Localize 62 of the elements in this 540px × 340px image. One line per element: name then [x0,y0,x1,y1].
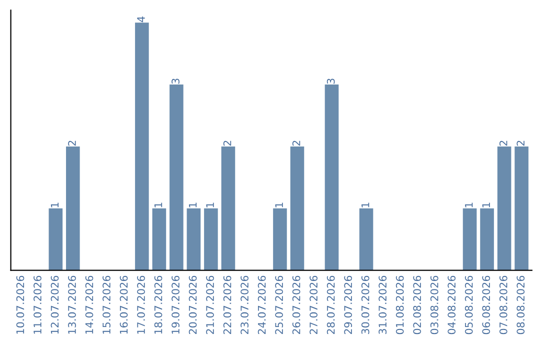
x-tick-label: 21.07.2026 [206,276,214,334]
x-tick-label: 01.08.2026 [396,276,404,334]
bar [324,84,339,270]
x-tick-label: 31.07.2026 [378,276,387,334]
data-label: 2 [516,140,524,146]
x-tick-label: 16.07.2026 [120,276,128,334]
x-tick-label: 23.07.2026 [240,276,248,334]
bar [48,208,63,270]
x-tick-label: 07.08.2026 [499,276,508,334]
data-label: 2 [68,140,76,146]
x-tick-label: 26.07.2026 [292,276,300,334]
x-tick-label: 27.07.2026 [310,276,318,334]
x-tick-label: 03.08.2026 [430,276,438,334]
data-label: 1 [482,202,490,208]
x-tick-label: 15.07.2026 [102,276,110,334]
bar [290,146,304,270]
x-tick-label: 11.07.2026 [34,276,42,334]
data-label: 1 [275,202,283,208]
x-tick-label: 29.07.2026 [344,276,352,334]
x-tick-label: 22.07.2026 [223,276,232,334]
x-tick-label: 30.07.2026 [361,276,370,334]
x-tick-label: 19.07.2026 [172,276,180,334]
bar [66,146,80,270]
bar [497,146,512,270]
x-tick-label: 25.07.2026 [275,276,283,334]
data-label: 1 [154,202,162,208]
bar [462,208,477,270]
x-tick-label: 18.07.2026 [154,276,162,334]
data-label: 1 [362,202,370,208]
x-tick-label: 13.07.2026 [68,276,76,334]
bar [204,208,218,270]
x-tick-label: 08.08.2026 [516,276,525,334]
data-label: 1 [188,202,197,208]
data-label: 2 [499,140,508,146]
x-tick-label: 14.07.2026 [85,276,94,334]
data-label: 4 [137,16,145,22]
x-tick-label: 28.07.2026 [326,276,335,334]
data-label: 2 [223,140,232,146]
x-tick-label: 12.07.2026 [50,276,59,334]
bar [170,84,184,270]
bar [359,208,374,270]
data-label: 1 [465,202,473,208]
x-tick-label: 06.08.2026 [482,276,490,334]
bar [152,208,166,270]
data-label: 2 [292,140,300,146]
x-tick-label: 24.07.2026 [258,276,266,334]
x-tick-label: 17.07.2026 [137,276,145,334]
bar [135,22,149,270]
data-label: 1 [50,202,59,208]
x-tick-label: 02.08.2026 [413,276,422,334]
x-tick-label: 05.08.2026 [464,276,473,334]
x-tick-label: 10.07.2026 [16,276,24,334]
x-tick-label: 20.07.2026 [188,276,197,334]
data-label: 3 [172,78,180,84]
x-tick-label: 04.08.2026 [448,276,456,334]
data-label: 1 [206,202,214,208]
bar [221,146,236,270]
bar [273,208,287,270]
bar [480,208,494,270]
data-label: 3 [326,78,335,84]
bar [514,146,528,270]
bar [186,208,201,270]
